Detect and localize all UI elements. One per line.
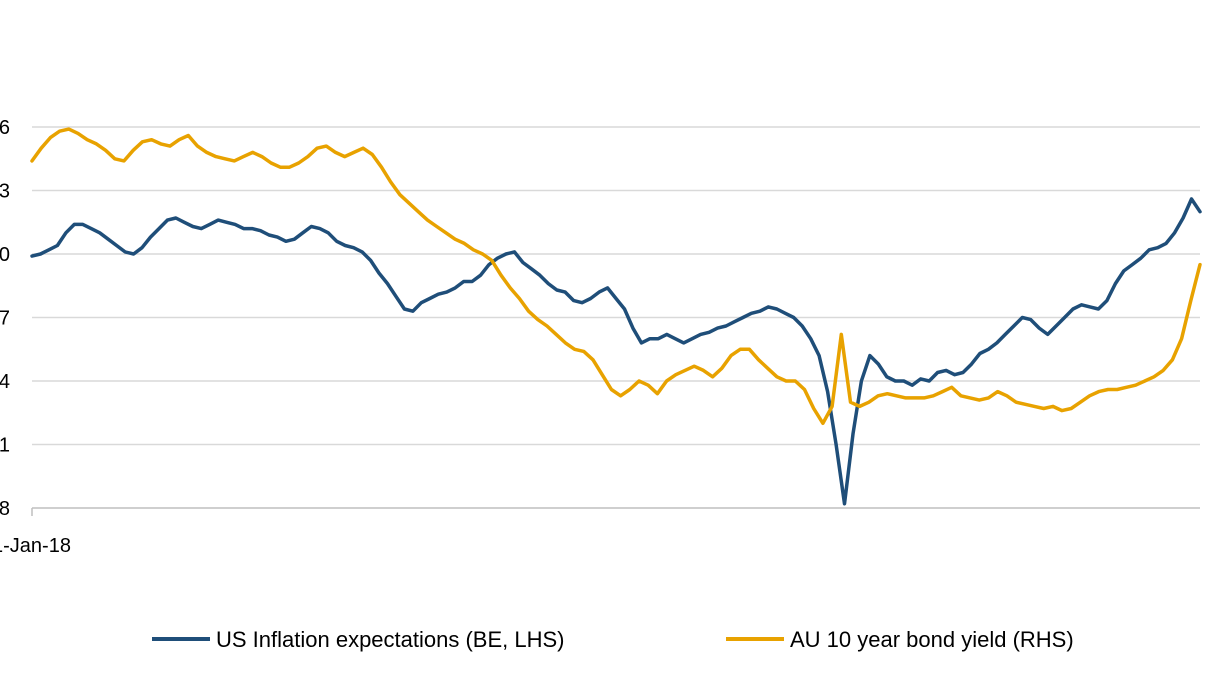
series-line-us-inflation: [30, 197, 1202, 506]
series-line-au-bond-yield: [30, 127, 1202, 426]
y-tick-label: 1.1: [0, 435, 10, 457]
legend: US Inflation expectations (BE, LHS) AU 1…: [152, 627, 1074, 652]
legend-label-us-inflation: US Inflation expectations (BE, LHS): [216, 627, 565, 652]
legend-label-au-bond-yield: AU 10 year bond yield (RHS): [790, 627, 1074, 652]
x-tick-label: 1-Jan-18: [0, 535, 71, 557]
grid-lines: [32, 126, 1200, 446]
y-tick-label: 2.6: [0, 117, 10, 139]
series-lines: [30, 127, 1202, 506]
y-tick-label: 1.7: [0, 308, 10, 330]
y-tick-label: 2.3: [0, 181, 10, 203]
y-tick-label: 2.0: [0, 244, 10, 266]
y-axis-ticks: 0.8 1.1 1.4 1.7 2.0 2.3 2.6: [0, 117, 10, 520]
y-tick-label: 1.4: [0, 371, 10, 393]
y-tick-label: 0.8: [0, 498, 10, 520]
